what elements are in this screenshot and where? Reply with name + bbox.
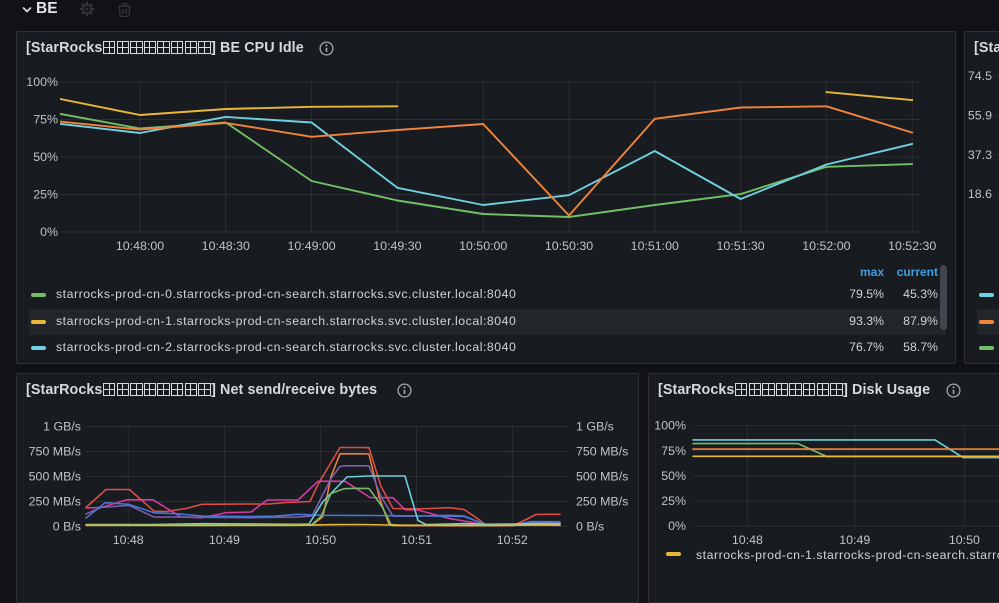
- svg-text:10:52:00: 10:52:00: [802, 239, 850, 253]
- svg-text:10:51:00: 10:51:00: [631, 239, 679, 253]
- svg-text:10:52: 10:52: [497, 533, 528, 547]
- svg-text:500 MB/s: 500 MB/s: [576, 470, 628, 484]
- svg-text:10:48: 10:48: [732, 533, 763, 547]
- svg-text:10:49: 10:49: [209, 533, 240, 547]
- svg-text:250 MB/s: 250 MB/s: [576, 495, 628, 509]
- svg-text:100%: 100%: [26, 75, 58, 89]
- svg-text:74.5: 74.5: [968, 69, 992, 83]
- svg-text:75%: 75%: [33, 113, 58, 127]
- svg-text:10:49: 10:49: [839, 533, 870, 547]
- svg-text:250 MB/s: 250 MB/s: [29, 495, 81, 509]
- svg-text:10:52:30: 10:52:30: [888, 239, 936, 253]
- svg-text:50%: 50%: [33, 150, 58, 164]
- svg-text:37.3: 37.3: [968, 148, 992, 162]
- svg-text:10:48:00: 10:48:00: [116, 239, 164, 253]
- svg-text:1 GB/s: 1 GB/s: [43, 420, 81, 434]
- svg-text:10:50:00: 10:50:00: [459, 239, 507, 253]
- svg-text:0%: 0%: [40, 225, 58, 239]
- svg-text:10:50:30: 10:50:30: [545, 239, 593, 253]
- svg-text:10:49:00: 10:49:00: [287, 239, 335, 253]
- svg-text:100%: 100%: [654, 419, 686, 433]
- svg-text:10:48: 10:48: [113, 533, 144, 547]
- svg-text:50%: 50%: [661, 469, 686, 483]
- svg-text:25%: 25%: [33, 188, 58, 202]
- svg-text:10:50: 10:50: [949, 533, 980, 547]
- svg-text:500 MB/s: 500 MB/s: [29, 470, 81, 484]
- svg-text:10:50: 10:50: [305, 533, 336, 547]
- svg-text:750 MB/s: 750 MB/s: [576, 445, 628, 459]
- svg-text:10:51:30: 10:51:30: [716, 239, 764, 253]
- svg-text:10:51: 10:51: [401, 533, 432, 547]
- svg-text:10:49:30: 10:49:30: [373, 239, 421, 253]
- svg-text:75%: 75%: [661, 444, 686, 458]
- svg-text:0%: 0%: [668, 519, 686, 533]
- svg-text:1 GB/s: 1 GB/s: [576, 420, 614, 434]
- svg-text:0 B/s: 0 B/s: [53, 520, 81, 534]
- svg-text:750 MB/s: 750 MB/s: [29, 445, 81, 459]
- svg-text:18.6: 18.6: [968, 187, 992, 201]
- svg-text:55.9: 55.9: [968, 109, 992, 123]
- svg-text:25%: 25%: [661, 494, 686, 508]
- svg-text:0 B/s: 0 B/s: [576, 520, 604, 534]
- svg-text:10:48:30: 10:48:30: [202, 239, 250, 253]
